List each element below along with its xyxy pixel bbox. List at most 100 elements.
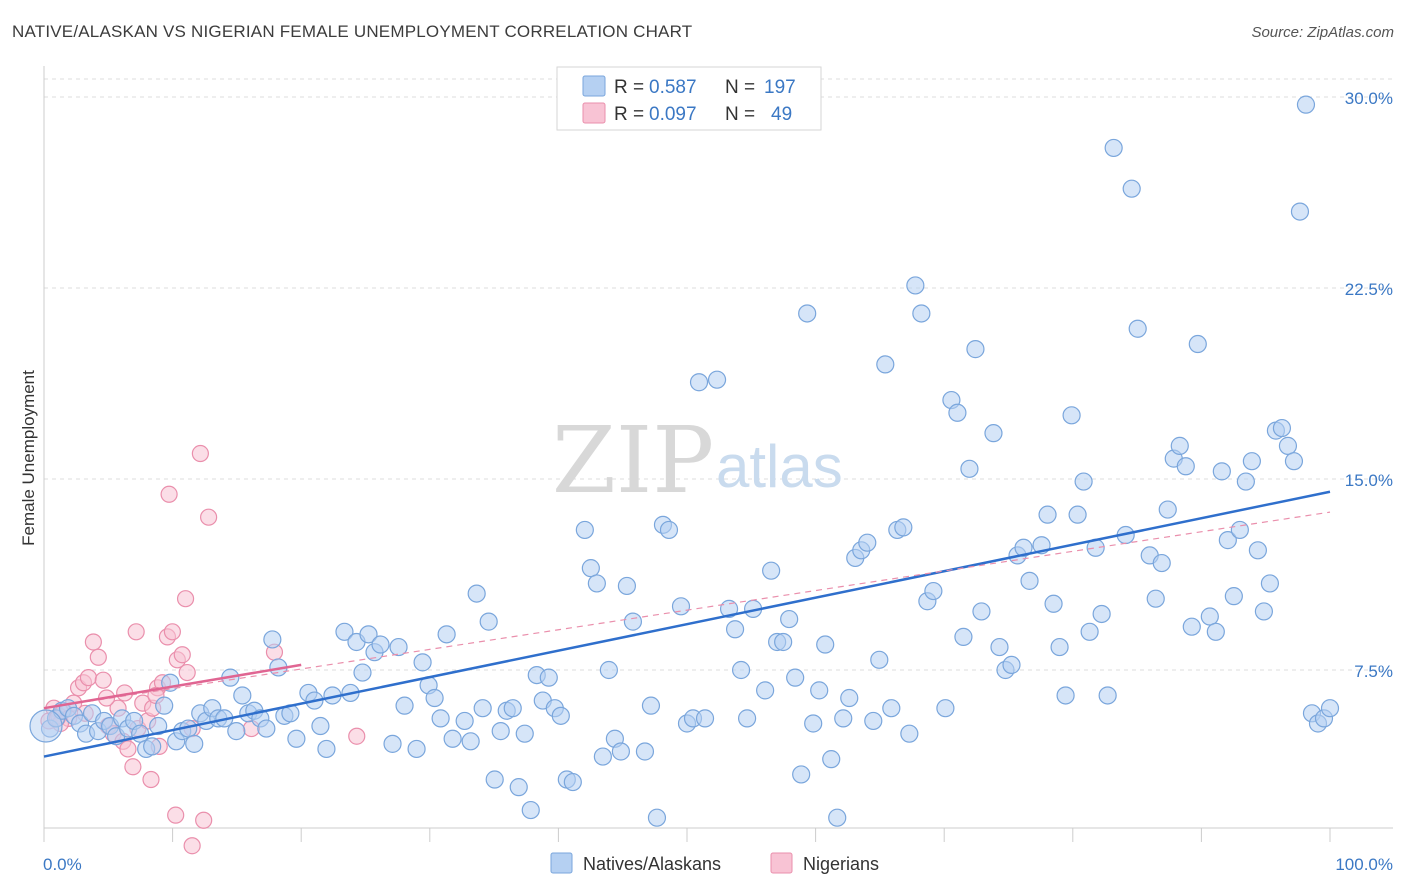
natives-point-162 [1098, 686, 1117, 705]
natives-point-72 [503, 699, 522, 718]
natives-point-45 [317, 739, 336, 759]
natives-point-119 [822, 750, 841, 769]
natives-point-56 [395, 696, 414, 715]
natives-point-186 [1260, 574, 1280, 593]
natives-point-161 [1092, 604, 1111, 624]
natives-point-174 [1182, 617, 1201, 636]
natives-point-70 [491, 722, 510, 741]
natives-point-188 [1272, 418, 1292, 438]
natives-point-141 [960, 459, 979, 478]
natives-point-133 [906, 276, 925, 295]
natives-point-179 [1218, 531, 1237, 550]
natives-point-55 [389, 637, 408, 657]
natives-point-136 [924, 581, 943, 601]
natives-point-181 [1230, 520, 1249, 540]
natives-point-92 [635, 742, 655, 761]
natives-point-24 [185, 734, 204, 753]
natives-point-185 [1254, 602, 1273, 621]
natives-point-159 [1080, 622, 1099, 641]
watermark-zip: ZIP [552, 407, 714, 514]
nigerians-point-32 [160, 485, 178, 503]
natives-point-147 [1002, 655, 1021, 675]
natives-point-190 [1284, 452, 1304, 471]
natives-point-109 [762, 561, 781, 580]
natives-point-191 [1290, 202, 1310, 221]
natives-point-173 [1176, 457, 1195, 476]
nigerians-point-11 [94, 671, 112, 689]
natives-point-61 [431, 709, 450, 728]
y-axis-label: Female Unemployment [19, 370, 38, 546]
nigerians-point-38 [183, 837, 201, 855]
y-tick-labels: 7.5% 15.0% 22.5% 30.0% [1345, 89, 1393, 681]
natives-point-102 [707, 370, 727, 389]
nigerians-point-9 [84, 633, 102, 651]
natives-point-182 [1236, 472, 1255, 491]
x-tick-label-max: 100.0% [1335, 855, 1393, 874]
natives-point-131 [894, 518, 913, 537]
natives-point-73 [509, 778, 528, 797]
bottom-legend-nigerians: Nigerians [803, 854, 879, 874]
natives-point-112 [780, 609, 799, 629]
nigerians-point-28 [178, 663, 196, 682]
natives-point-85 [587, 574, 606, 593]
natives-point-51 [359, 625, 378, 644]
natives-point-150 [1020, 571, 1039, 590]
natives-point-172 [1170, 436, 1189, 455]
nigerians-point-36 [167, 806, 185, 824]
source-label: Source: ZipAtlas.com [1251, 24, 1394, 41]
natives-point-127 [870, 650, 889, 669]
natives-point-156 [1062, 406, 1081, 425]
legend-r-label-natives: R = [614, 77, 644, 98]
natives-point-15 [131, 724, 150, 743]
natives-point-57 [407, 739, 426, 759]
natives-point-50 [353, 663, 372, 682]
natives-point-63 [443, 729, 462, 748]
natives-point-53 [371, 635, 390, 654]
natives-point-113 [786, 668, 805, 687]
legend-swatch-natives [582, 75, 606, 97]
natives-point-83 [575, 520, 594, 540]
natives-point-140 [954, 627, 973, 646]
nigerians-point-16 [119, 740, 137, 758]
natives-point-84 [581, 559, 600, 578]
natives-point-80 [551, 706, 570, 725]
natives-point-158 [1074, 472, 1093, 491]
natives-point-104 [725, 620, 745, 639]
natives-point-89 [611, 742, 630, 761]
natives-point-163 [1104, 138, 1123, 158]
legend-r-value-natives: 0.587 [649, 77, 697, 98]
natives-point-175 [1188, 334, 1207, 354]
legend-n-value-nigerians: 49 [771, 104, 792, 125]
natives-point-41 [287, 729, 306, 748]
natives-point-68 [479, 612, 498, 631]
natives-point-145 [990, 637, 1009, 657]
legend: R = 0.587 N = 197 R = 0.097 N = 49 [556, 66, 822, 131]
natives-point-153 [1044, 594, 1063, 613]
natives-point-105 [731, 660, 751, 680]
nigerians-point-25 [163, 623, 181, 641]
natives-point-44 [311, 716, 330, 736]
natives-point-120 [828, 808, 847, 827]
natives-point-101 [695, 709, 715, 728]
nigerians-trend-line [43, 663, 302, 710]
natives-point-169 [1152, 553, 1171, 573]
natives-point-155 [1056, 686, 1075, 705]
bottom-legend: Natives/Alaskans Nigerians [550, 852, 879, 874]
natives-point-65 [461, 732, 480, 751]
legend-swatch-nigerians [582, 102, 606, 124]
natives-point-116 [804, 714, 823, 733]
natives-point-126 [864, 711, 883, 731]
natives-point-111 [774, 632, 793, 652]
natives-point-176 [1200, 607, 1219, 626]
natives-point-122 [840, 688, 859, 708]
natives-point-132 [900, 724, 919, 743]
y-tick-label-0: 7.5% [1354, 662, 1393, 681]
bottom-legend-swatch-nigerians [770, 852, 793, 874]
natives-trend-line [43, 490, 1331, 758]
natives-point-19 [155, 696, 174, 715]
natives-point-17 [143, 737, 162, 756]
natives-point-cluster [29, 709, 63, 743]
natives-point-144 [984, 424, 1003, 443]
x-tick-label-min: 0.0% [43, 855, 82, 874]
